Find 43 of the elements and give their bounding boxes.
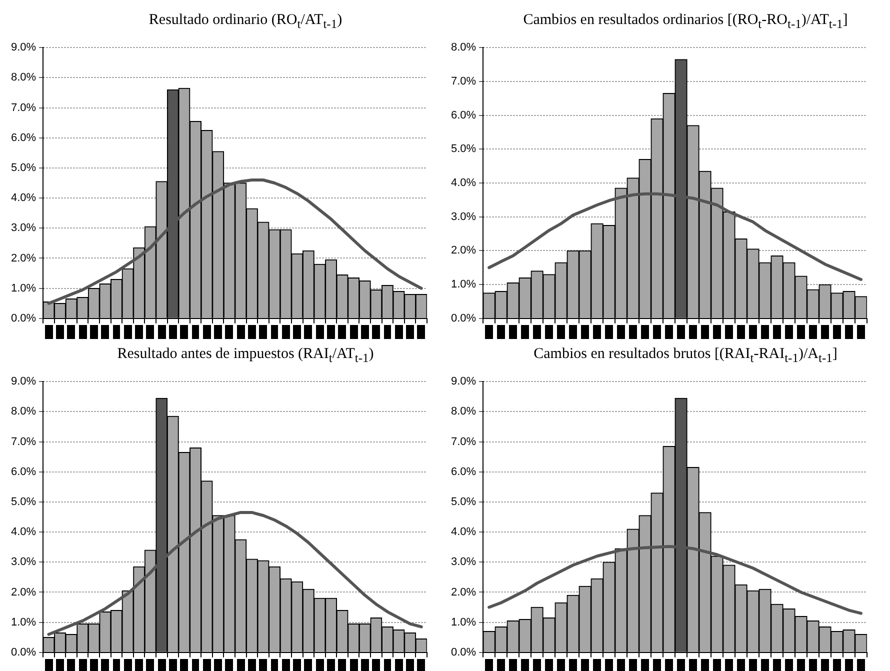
- y-tick-label: 4.0%: [10, 526, 36, 538]
- y-tick-label: 3.0%: [10, 222, 36, 234]
- y-tick-label: 7.0%: [450, 436, 476, 448]
- y-tick-label: 1.0%: [10, 282, 36, 294]
- y-tick-label: 1.0%: [450, 616, 476, 628]
- y-tick-label: 9.0%: [10, 42, 36, 54]
- y-tick-label: 0.0%: [450, 312, 476, 324]
- y-tick-label: 0.0%: [10, 646, 36, 658]
- y-tick-label: 2.0%: [10, 586, 36, 598]
- y-tick-label: 2.0%: [450, 244, 476, 257]
- y-tick-label: 1.0%: [450, 278, 476, 291]
- y-tick-label: 6.0%: [450, 109, 476, 122]
- y-tick-label: 6.0%: [10, 132, 36, 144]
- y-tick-label: 0.0%: [10, 312, 36, 324]
- y-tick-label: 8.0%: [10, 406, 36, 418]
- y-tick-label: 9.0%: [10, 376, 36, 388]
- chart-title: Resultado antes de impuestos (RAI$_{t}$/AT$_{t-1}$): [116, 345, 375, 367]
- y-tick-label: 5.0%: [10, 496, 36, 508]
- y-tick-label: 2.0%: [450, 586, 476, 598]
- y-tick-label: 6.0%: [10, 466, 36, 478]
- y-tick-label: 3.0%: [450, 210, 476, 223]
- y-tick-label: 3.0%: [10, 556, 36, 568]
- y-tick-label: 4.0%: [450, 526, 476, 538]
- y-tick-label: 3.0%: [450, 556, 476, 568]
- y-tick-label: 5.0%: [10, 162, 36, 174]
- y-tick-label: 1.0%: [10, 616, 36, 628]
- y-tick-label: 5.0%: [450, 496, 476, 508]
- y-tick-label: 0.0%: [450, 646, 476, 658]
- y-tick-label: 8.0%: [450, 406, 476, 418]
- y-tick-label: 4.0%: [10, 192, 36, 204]
- chart-title: Cambios en resultados brutos [(RAI$_{t}$-RAI$_{t-1}$)/A$_{t-1}$]: [532, 345, 838, 367]
- y-tick-label: 9.0%: [450, 376, 476, 388]
- y-tick-label: 6.0%: [450, 466, 476, 478]
- y-tick-label: 5.0%: [450, 143, 476, 156]
- chart-title: Cambios en resultados ordinarios [(RO$_{t}$-RO$_{t-1}$)/AT$_{t-1}$]: [522, 11, 849, 33]
- y-tick-label: 4.0%: [450, 177, 476, 190]
- y-tick-label: 8.0%: [450, 42, 476, 54]
- y-tick-label: 7.0%: [10, 436, 36, 448]
- y-tick-label: 2.0%: [10, 252, 36, 264]
- y-tick-label: 7.0%: [10, 102, 36, 114]
- chart-title: Resultado ordinario (RO$_{t}$/AT$_{t-1}$): [148, 11, 344, 33]
- y-tick-label: 8.0%: [10, 72, 36, 84]
- y-tick-label: 7.0%: [450, 75, 476, 88]
